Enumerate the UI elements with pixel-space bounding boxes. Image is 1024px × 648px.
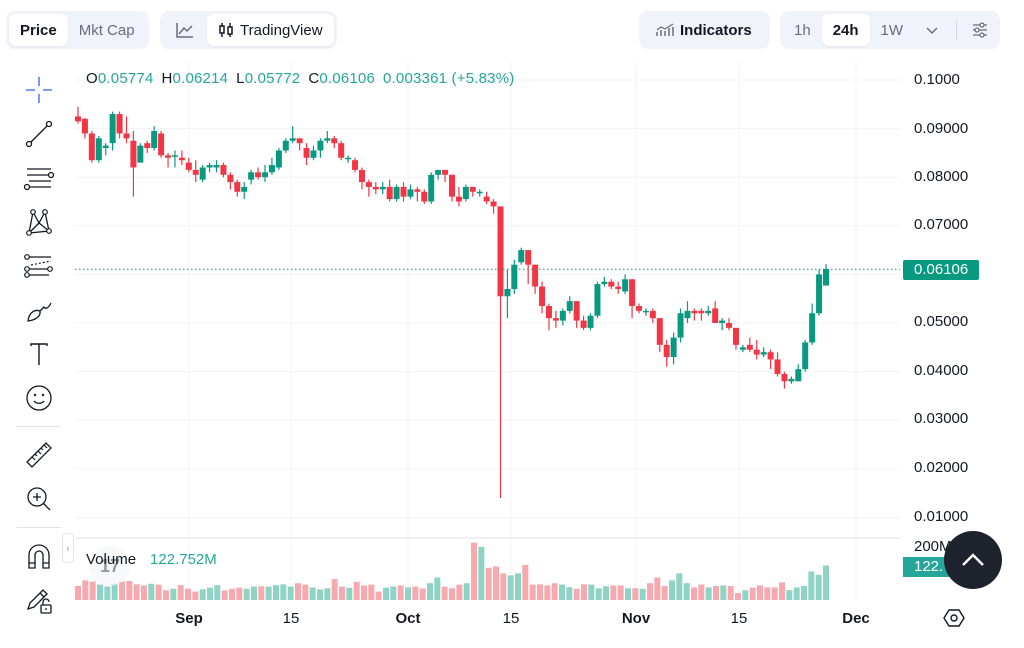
price-tick: 0.02000 — [914, 459, 969, 476]
tradingview-logo: 17 — [90, 546, 130, 586]
chevron-down-icon — [926, 27, 938, 35]
fib-retracement-tool[interactable] — [19, 246, 59, 286]
toolbar-divider — [17, 527, 61, 528]
pattern-icon — [26, 209, 52, 236]
low-label: L — [236, 70, 245, 87]
price-tick: 0.09000 — [914, 120, 969, 137]
tradingview-label: TradingView — [240, 21, 323, 39]
price-tick: 0.04000 — [914, 362, 969, 379]
fib-retracement-icon — [24, 254, 53, 278]
emoji-icon — [26, 385, 52, 411]
close-value: 0.06106 — [319, 70, 376, 87]
volume-tick: 200M — [914, 538, 952, 555]
indicators-button-inner[interactable]: Indicators — [639, 14, 769, 46]
drawing-toolbar — [14, 70, 64, 624]
ohlc-legend: O0.05774 H0.06214 L0.05772 C0.06106 0.00… — [86, 70, 514, 87]
crosshair-icon — [26, 77, 52, 103]
more-timeframes-button[interactable] — [914, 14, 950, 46]
scroll-top-button[interactable] — [944, 531, 1002, 589]
brush-icon — [27, 302, 52, 322]
hexagon-settings-icon — [943, 609, 965, 627]
tradingview-button[interactable]: TradingView — [207, 14, 334, 46]
volume-label: Volume — [86, 551, 137, 568]
open-value: 0.05774 — [97, 70, 154, 87]
tab-price[interactable]: Price — [9, 14, 68, 46]
ruler-icon — [26, 442, 52, 468]
time-tick: 15 — [502, 610, 520, 627]
open-label: O — [86, 70, 98, 87]
parallel-channel-icon — [23, 168, 55, 191]
indicators-icon — [656, 23, 674, 36]
brush-tool[interactable] — [19, 290, 59, 330]
timeframe-1h[interactable]: 1h — [794, 21, 811, 39]
magnet-tool[interactable] — [19, 536, 59, 576]
tab-mkt-cap[interactable]: Mkt Cap — [78, 21, 135, 39]
change-value: 0.003361 (+5.83%) — [383, 70, 515, 87]
price-mktcap-toggle: Price Mkt Cap — [6, 11, 149, 49]
lock-drawings-icon — [26, 589, 52, 614]
pattern-tool[interactable] — [19, 202, 59, 242]
chart-settings-button[interactable] — [963, 14, 997, 46]
time-tick: Dec — [842, 610, 870, 627]
line-chart-icon — [176, 23, 193, 38]
price-tick: 0.07000 — [914, 216, 969, 233]
indicators-label: Indicators — [680, 21, 752, 39]
crosshair-tool[interactable] — [19, 70, 59, 110]
candlestick-icon — [219, 23, 233, 37]
parallel-channel-tool[interactable] — [19, 158, 59, 198]
time-tick: 15 — [730, 610, 748, 627]
text-tool[interactable] — [19, 334, 59, 374]
line-chart-button[interactable] — [163, 14, 207, 46]
timeframe-24h[interactable]: 24h — [821, 14, 870, 46]
close-label: C — [308, 70, 320, 87]
time-tick: Nov — [621, 610, 651, 627]
trend-line-tool[interactable] — [19, 114, 59, 154]
zoom-in-icon — [27, 487, 51, 511]
volume-value: 122.752M — [150, 551, 217, 568]
zoom-in-tool[interactable] — [19, 479, 59, 519]
time-tick: Sep — [175, 610, 203, 627]
emoji-tool[interactable] — [19, 378, 59, 418]
collapse-toolbar-button[interactable]: ‹ — [62, 533, 74, 563]
low-value: 0.05772 — [244, 70, 301, 87]
high-value: 0.06214 — [172, 70, 229, 87]
timeframe-1w[interactable]: 1W — [880, 21, 904, 39]
price-tick: 0.03000 — [914, 410, 969, 427]
price-tick: 0.01000 — [914, 508, 969, 525]
time-tick: Oct — [395, 610, 421, 627]
volume-legend: Volume 122.752M — [86, 551, 217, 568]
divider — [956, 21, 958, 39]
price-tick: 0.05000 — [914, 313, 969, 330]
magnet-icon — [28, 544, 50, 569]
indicators-button[interactable]: Indicators — [639, 11, 770, 49]
price-tick: 0.08000 — [914, 168, 969, 185]
trend-line-icon — [25, 120, 53, 148]
chart-type-toggle: TradingView — [160, 11, 337, 49]
current-price-tag: 0.06106 — [903, 260, 979, 280]
price-tick: 0.1000 — [914, 71, 960, 88]
toolbar-divider — [17, 426, 61, 427]
text-icon — [30, 343, 48, 365]
ruler-tool[interactable] — [19, 435, 59, 475]
chevron-up-icon — [962, 553, 984, 566]
high-label: H — [161, 70, 173, 87]
sliders-icon — [973, 22, 988, 38]
axis-settings-button[interactable] — [943, 607, 965, 629]
lock-drawings-tool[interactable] — [19, 580, 59, 620]
time-tick: 15 — [282, 610, 300, 627]
timeframe-selector: 1h 24h 1W — [780, 11, 1001, 49]
